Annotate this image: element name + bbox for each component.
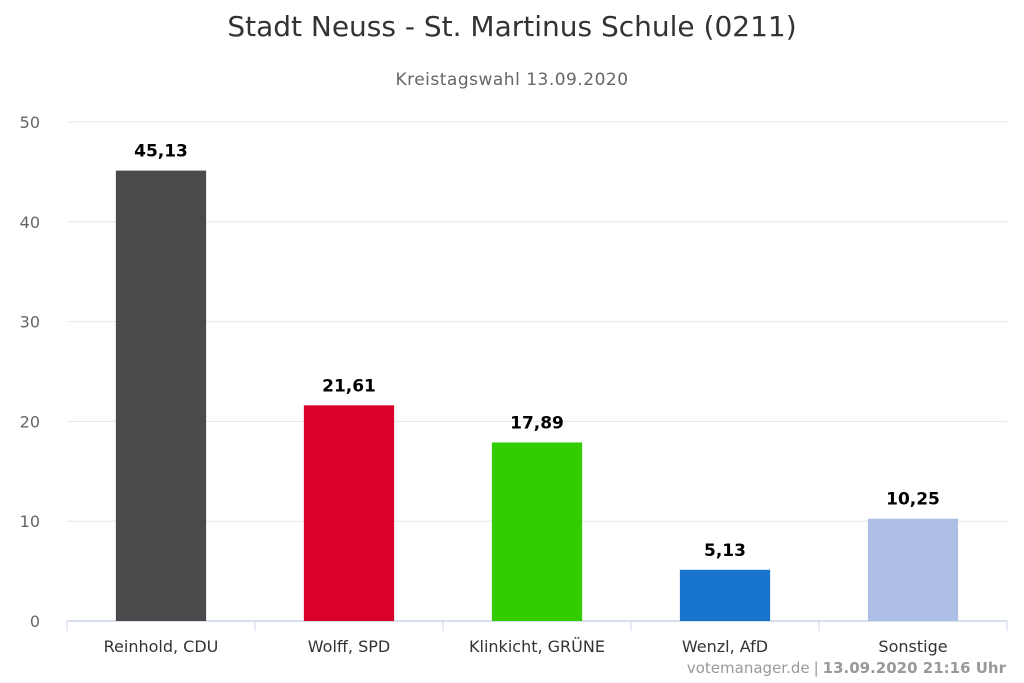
data-label: 5,13 bbox=[704, 541, 746, 561]
x-tick-label: Wenzl, AfD bbox=[682, 637, 768, 656]
y-tick-label: 20 bbox=[20, 412, 40, 431]
x-axis: 0 10 20 30 40 50 Reinhold, CDU Wolff, SPD Klinki… bbox=[20, 113, 1008, 656]
credit-source[interactable]: votemanager.de bbox=[686, 659, 810, 677]
chart-subtitle: Kreistagswahl 13.09.2020 bbox=[395, 70, 629, 90]
chart-title: Stadt Neuss - St. Martinus Schule (0211) bbox=[227, 10, 797, 43]
bar[interactable] bbox=[115, 170, 207, 621]
y-tick-label: 50 bbox=[20, 113, 40, 132]
credit-timestamp: 13.09.2020 21:16 Uhr bbox=[822, 659, 1006, 677]
x-tick-label: Wolff, SPD bbox=[308, 637, 390, 656]
bar[interactable] bbox=[303, 405, 395, 621]
credit-separator: | bbox=[813, 659, 819, 677]
credit-line[interactable]: votemanager.de | 13.09.2020 21:16 Uhr bbox=[687, 659, 1006, 677]
y-tick-label: 10 bbox=[20, 512, 40, 531]
bar-series bbox=[115, 170, 959, 621]
bar[interactable] bbox=[491, 442, 583, 621]
data-label: 17,89 bbox=[510, 413, 564, 433]
data-label: 10,25 bbox=[886, 490, 940, 510]
data-labels: 45,13 21,61 17,89 5,13 10,25 bbox=[134, 142, 940, 561]
bar[interactable] bbox=[867, 518, 959, 621]
x-tick-label: Sonstige bbox=[878, 637, 947, 656]
data-label: 21,61 bbox=[322, 376, 376, 396]
y-tick-label: 0 bbox=[30, 612, 40, 631]
data-label: 45,13 bbox=[134, 142, 188, 162]
bar[interactable] bbox=[679, 569, 771, 621]
y-tick-label: 40 bbox=[20, 213, 40, 232]
x-tick-label: Klinkicht, GRÜNE bbox=[469, 637, 605, 656]
x-tick-label: Reinhold, CDU bbox=[104, 637, 219, 656]
y-tick-label: 30 bbox=[20, 313, 40, 332]
